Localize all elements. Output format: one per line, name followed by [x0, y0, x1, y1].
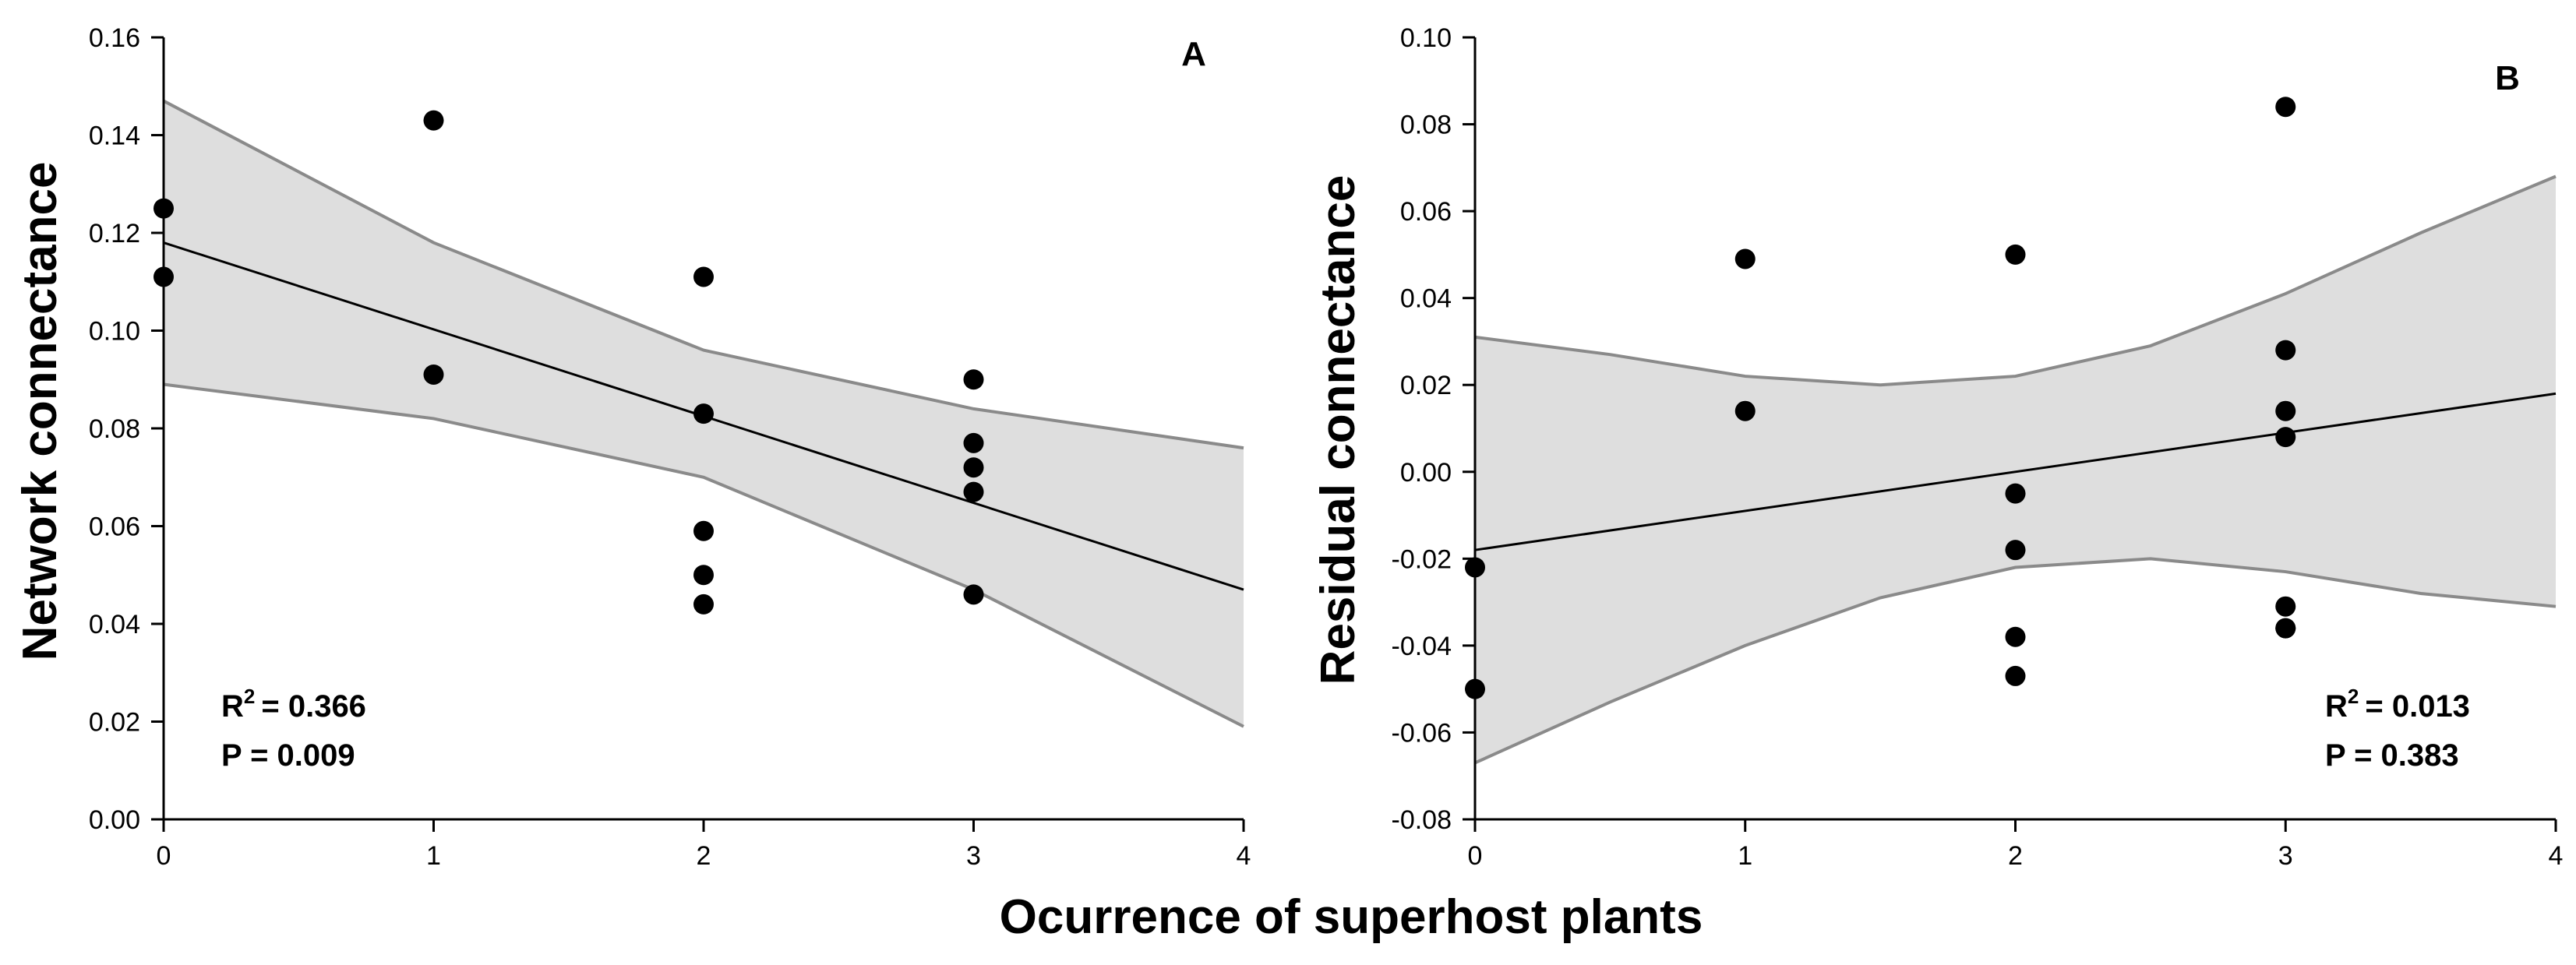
r-squared-label-a: R [221, 689, 244, 724]
r-squared-a: R2 = 0.366 [221, 685, 366, 724]
data-point [2005, 665, 2026, 686]
x-tick-label: 1 [426, 841, 441, 871]
x-tick-label: 4 [2549, 841, 2564, 871]
data-points-a [154, 110, 984, 615]
y-tick-label: 0.08 [89, 414, 140, 444]
data-point [963, 584, 984, 605]
x-tick-label: 1 [1738, 841, 1752, 871]
data-point [2005, 540, 2026, 561]
data-point [693, 403, 714, 424]
p-value-b: P = 0.383 [2325, 738, 2459, 773]
y-tick-label: -0.04 [1392, 632, 1452, 661]
y-tick-label: 0.06 [89, 512, 140, 542]
panel-label-b: B [2495, 59, 2520, 97]
r-squared-sup-a: 2 [244, 685, 255, 708]
data-point [2275, 596, 2296, 617]
y-tick-label: 0.14 [89, 122, 140, 151]
x-tick-label: 2 [2008, 841, 2023, 871]
y-tick-label: 0.10 [89, 317, 140, 347]
x-tick-label: 2 [697, 841, 711, 871]
y-tick-label: -0.08 [1392, 805, 1452, 835]
y-tick-label: 0.02 [1400, 371, 1452, 400]
data-point [693, 565, 714, 586]
y-axis-title-b: Residual connectance [1311, 175, 1365, 685]
data-point [963, 432, 984, 453]
data-point [423, 110, 444, 131]
data-point [693, 266, 714, 287]
data-point [2005, 626, 2026, 647]
regression-line-b [1474, 392, 2557, 551]
data-point [2005, 244, 2026, 265]
data-point [963, 457, 984, 478]
axes-a: 0 1 2 3 4 0.00 0.02 0.04 0.06 0.08 0.10 0.12 0.14 0.1… [89, 23, 1251, 871]
panel-label-a: A [1181, 35, 1206, 73]
y-tick-label: 0.04 [89, 610, 140, 639]
r-squared-value-a: = 0.366 [261, 689, 366, 724]
y-tick-label: 0.12 [89, 219, 140, 248]
y-tick-label: 0.04 [1400, 284, 1452, 314]
p-value-a: P = 0.009 [221, 738, 355, 773]
data-point [2275, 427, 2296, 448]
x-axis-title: Ocurrence of superhost plants [1000, 890, 1703, 944]
x-tick-label: 3 [2278, 841, 2293, 871]
y-tick-label: -0.02 [1392, 544, 1452, 574]
data-point [2275, 97, 2296, 118]
confidence-lower-line [163, 382, 1244, 728]
data-point [154, 266, 174, 287]
data-point [2275, 618, 2296, 639]
x-tick-label: 3 [966, 841, 981, 871]
data-point [1465, 678, 1485, 699]
data-point [2005, 483, 2026, 504]
regression-line [1474, 392, 2557, 551]
y-tick-label: 0.08 [1400, 111, 1452, 140]
r-squared-label-b: R [2325, 689, 2348, 724]
y-tick-label: -0.06 [1392, 718, 1452, 748]
data-point [2275, 400, 2296, 421]
data-point [1734, 248, 1756, 269]
y-tick-label: 0.00 [89, 805, 140, 835]
panel-b: 0 1 2 3 4 -0.08 -0.06 -0.04 -0.02 0.00 0.02 0.04 0.0… [1311, 23, 2563, 871]
y-axis-title-a: Network connectance [13, 162, 67, 661]
panel-a: 0 1 2 3 4 0.00 0.02 0.04 0.06 0.08 0.10 0.12 0.14 0.1… [13, 23, 1251, 871]
axes-b: 0 1 2 3 4 -0.08 -0.06 -0.04 -0.02 0.00 0.02 0.04 0.0… [1392, 23, 2564, 871]
data-point [963, 369, 984, 390]
confidence-band-fill [1475, 176, 2556, 763]
data-point [1465, 557, 1485, 578]
r-squared-value-b: = 0.013 [2365, 689, 2470, 724]
y-tick-label: 0.06 [1400, 197, 1452, 227]
confidence-lower-line [1474, 557, 2557, 765]
y-tick-label: 0.00 [1400, 458, 1452, 488]
x-tick-label: 4 [1237, 841, 1251, 871]
data-point [963, 481, 984, 502]
x-tick-label: 0 [157, 841, 171, 871]
y-tick-label: 0.10 [1400, 23, 1452, 53]
confidence-band-b [1474, 174, 2557, 765]
data-points-b [1465, 97, 2296, 699]
data-point [693, 520, 714, 541]
r-squared-sup-b: 2 [2348, 685, 2359, 708]
y-tick-label: 0.16 [89, 23, 140, 53]
data-point [2275, 340, 2296, 361]
data-point [154, 198, 174, 219]
x-tick-label: 0 [1468, 841, 1483, 871]
confidence-upper-line [163, 99, 1244, 450]
confidence-upper-line [1474, 174, 2557, 387]
y-tick-label: 0.02 [89, 708, 140, 738]
data-point [1734, 400, 1756, 421]
r-squared-b: R2 = 0.013 [2325, 685, 2470, 724]
data-point [423, 364, 444, 385]
data-point [693, 593, 714, 615]
